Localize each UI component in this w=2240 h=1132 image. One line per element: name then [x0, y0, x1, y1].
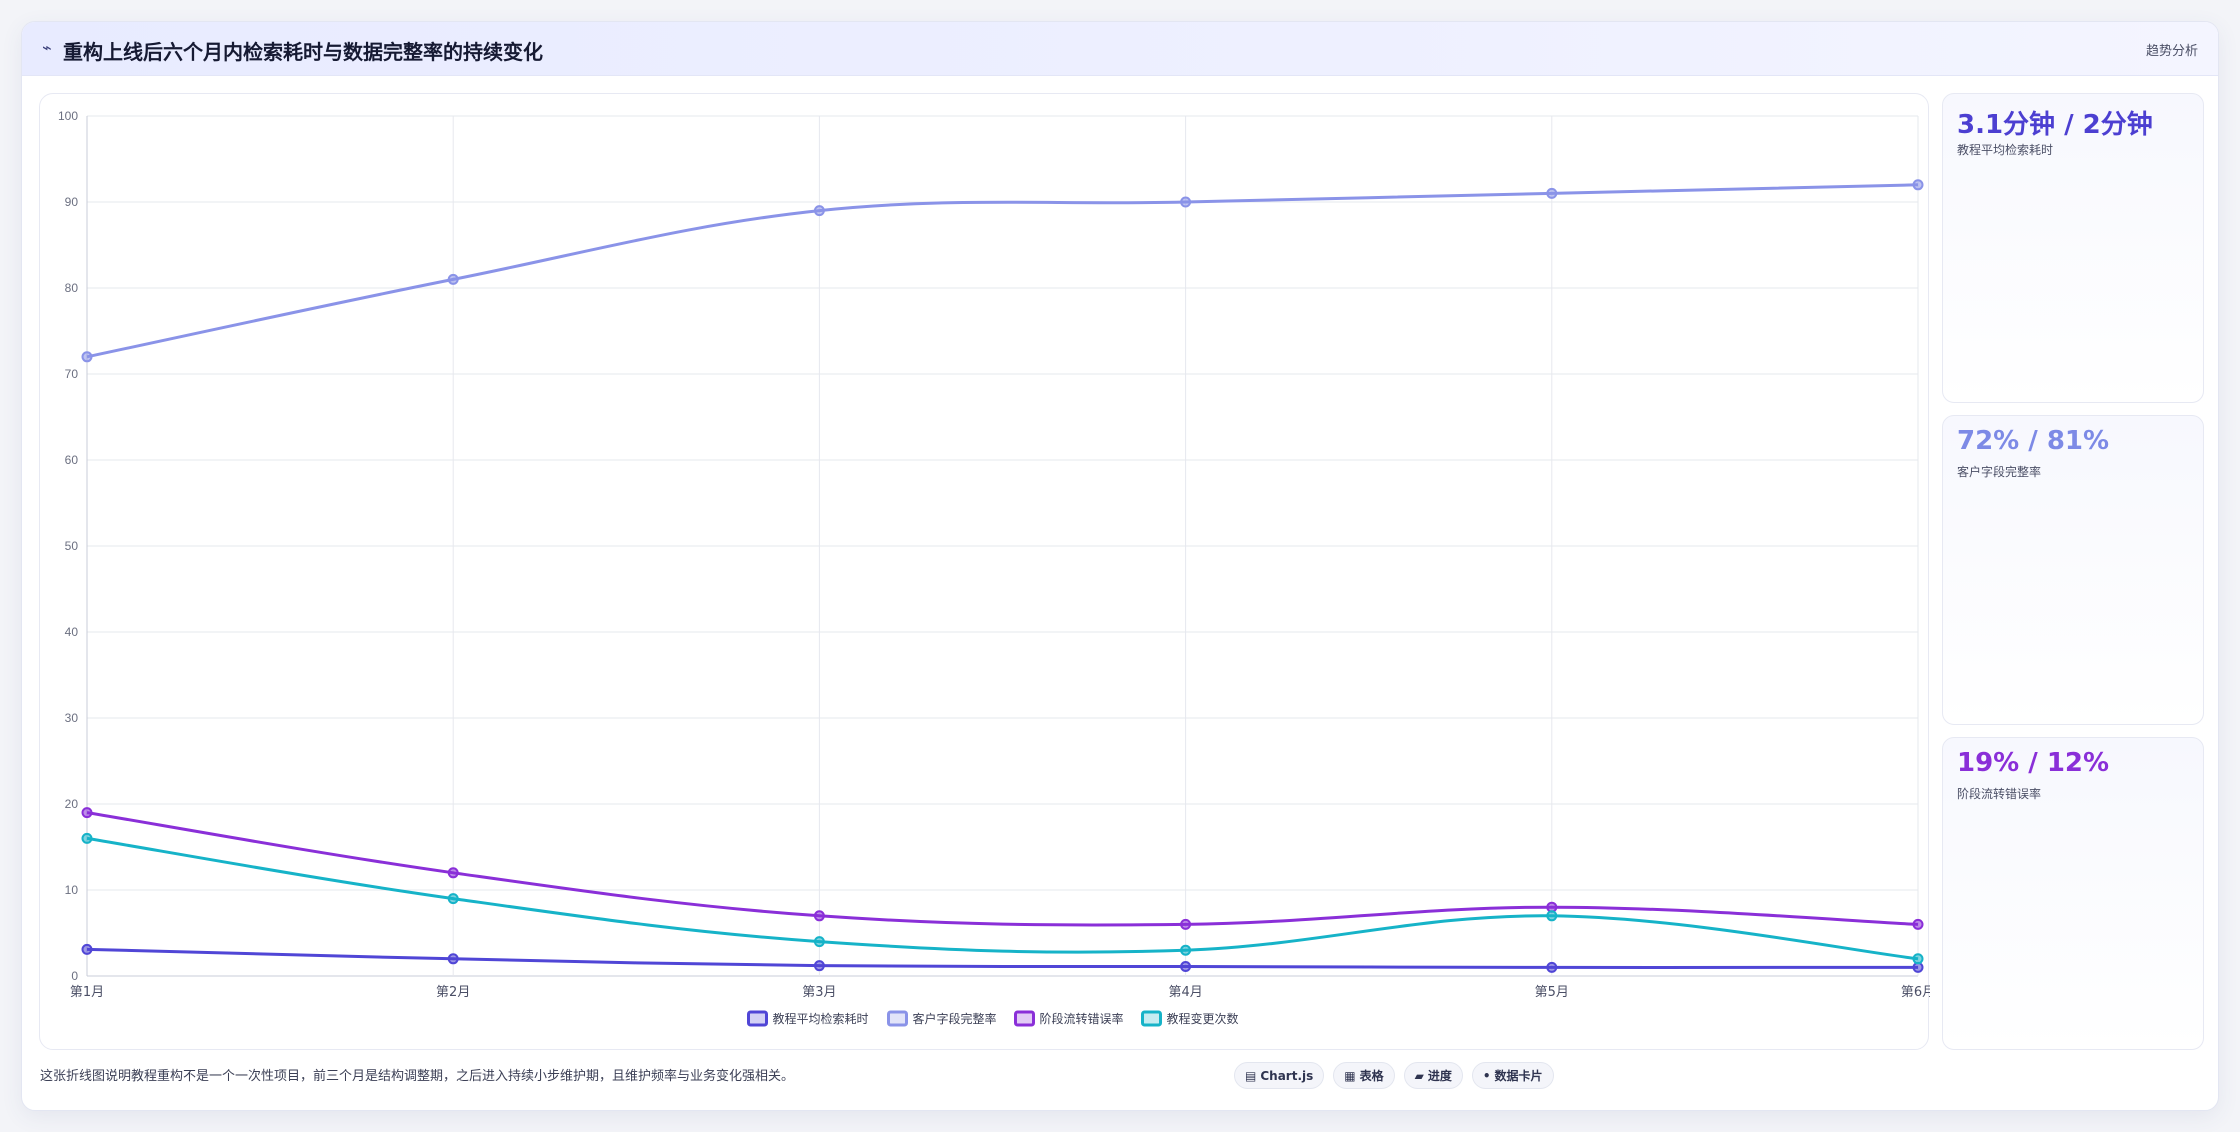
chip-label: 表格: [1359, 1069, 1384, 1083]
legend-label: 教程变更次数: [1167, 1011, 1239, 1026]
data-point: [447, 273, 459, 285]
x-tick-label: 第3月: [802, 985, 836, 1000]
x-tick-label: 第4月: [1168, 985, 1202, 1000]
chip-progress[interactable]: ▰ 进度: [1403, 1062, 1463, 1089]
data-point: [1546, 961, 1558, 973]
x-tick-label: 第5月: [1535, 985, 1569, 1000]
y-tick-label: 40: [65, 625, 79, 639]
legend-swatch: [887, 1010, 908, 1027]
data-point: [1180, 961, 1192, 973]
data-point: [81, 943, 93, 955]
y-tick-label: 10: [65, 883, 79, 897]
y-tick-label: 80: [65, 281, 79, 295]
stat-label: 教程平均检索耗时: [1957, 143, 2054, 157]
stat-card-field-completeness: 72% / 81% 客户字段完整率: [1942, 415, 2204, 725]
page-title: 重构上线后六个月内检索耗时与数据完整率的持续变化: [63, 40, 543, 64]
data-point: [813, 960, 825, 972]
data-point: [1546, 187, 1558, 199]
series-line: [86, 183, 1919, 359]
chip-data-card[interactable]: • 数据卡片: [1471, 1062, 1554, 1089]
data-point: [1180, 918, 1192, 930]
line-chart: 0 10 20 30 40 50 60 70 80 90 100 第1月 第2月 第3月 第4月 第5月 第6月…: [58, 109, 1930, 1027]
card-header: ⌁ 重构上线后六个月内检索耗时与数据完整率的持续变化 趋势分析: [22, 22, 2218, 76]
legend-swatch: [1141, 1010, 1162, 1027]
progress-icon: ▰: [1414, 1068, 1424, 1083]
legend-label: 教程平均检索耗时: [773, 1011, 869, 1026]
analysis-tag: 趋势分析: [2145, 44, 2198, 59]
tech-chips: ▤ Chart.js ▦ 表格 ▰ 进度 • 数据卡片: [1234, 1062, 1554, 1089]
legend-label: 客户字段完整率: [913, 1011, 997, 1026]
stat-card-error-rate: 19% / 12% 阶段流转错误率: [1942, 737, 2204, 1050]
x-tick-label: 第1月: [70, 985, 104, 1000]
report-card: ⌁ 重构上线后六个月内检索耗时与数据完整率的持续变化 趋势分析 0 10 20 30 4…: [21, 21, 2219, 1111]
data-point: [1180, 944, 1192, 956]
chip-table[interactable]: ▦ 表格: [1333, 1062, 1395, 1089]
data-point: [447, 867, 459, 879]
series-line: [86, 811, 1919, 927]
data-point: [813, 910, 825, 922]
y-tick-label: 100: [58, 109, 78, 123]
data-point: [1912, 918, 1924, 930]
chip-label: 进度: [1427, 1069, 1452, 1083]
stat-value: 72% / 81%: [1957, 426, 2110, 456]
y-tick-label: 20: [65, 797, 79, 811]
data-point: [447, 893, 459, 905]
chip-label: Chart.js: [1260, 1068, 1314, 1083]
data-point: [81, 807, 93, 819]
data-point: [1180, 196, 1192, 208]
legend-label: 阶段流转错误率: [1040, 1011, 1124, 1026]
chart-icon: ▤: [1245, 1068, 1257, 1083]
data-point: [1912, 179, 1924, 191]
chip-chartjs[interactable]: ▤ Chart.js: [1234, 1062, 1325, 1089]
legend-swatch: [747, 1010, 768, 1027]
data-point: [813, 936, 825, 948]
footer-note: 这张折线图说明教程重构不是一个一次性项目，前三个月是结构调整期，之后进入持续小步…: [40, 1069, 795, 1084]
data-point: [81, 832, 93, 844]
table-icon: ▦: [1344, 1068, 1356, 1083]
chart-line-icon: ⌁: [42, 38, 52, 57]
dot-icon: •: [1482, 1068, 1491, 1083]
stat-label: 客户字段完整率: [1957, 465, 2042, 479]
series-line: [86, 947, 1919, 969]
x-tick-label: 第6月: [1901, 985, 1930, 1000]
y-tick-label: 60: [65, 453, 79, 467]
data-point: [1912, 953, 1924, 965]
y-tick-label: 30: [65, 711, 79, 725]
data-point: [447, 953, 459, 965]
stat-card-retrieval-time: 3.1分钟 / 2分钟 教程平均检索耗时: [1942, 93, 2204, 403]
stat-value: 3.1分钟 / 2分钟: [1957, 110, 2153, 140]
y-tick-label: 50: [65, 539, 79, 553]
x-tick-label: 第2月: [436, 985, 470, 1000]
y-tick-label: 0: [71, 969, 78, 983]
stat-value: 19% / 12%: [1957, 748, 2110, 778]
data-point: [813, 205, 825, 217]
legend-swatch: [1014, 1010, 1035, 1027]
series-line: [86, 836, 1919, 961]
data-point: [81, 351, 93, 363]
chip-label: 数据卡片: [1494, 1069, 1543, 1083]
stat-label: 阶段流转错误率: [1957, 787, 2042, 801]
y-tick-label: 90: [65, 195, 79, 209]
chart-panel: 0 10 20 30 40 50 60 70 80 90 100 第1月 第2月 第3月 第4月 第5月 第6月…: [39, 93, 1930, 1050]
y-tick-label: 70: [65, 367, 79, 381]
data-point: [1546, 910, 1558, 922]
